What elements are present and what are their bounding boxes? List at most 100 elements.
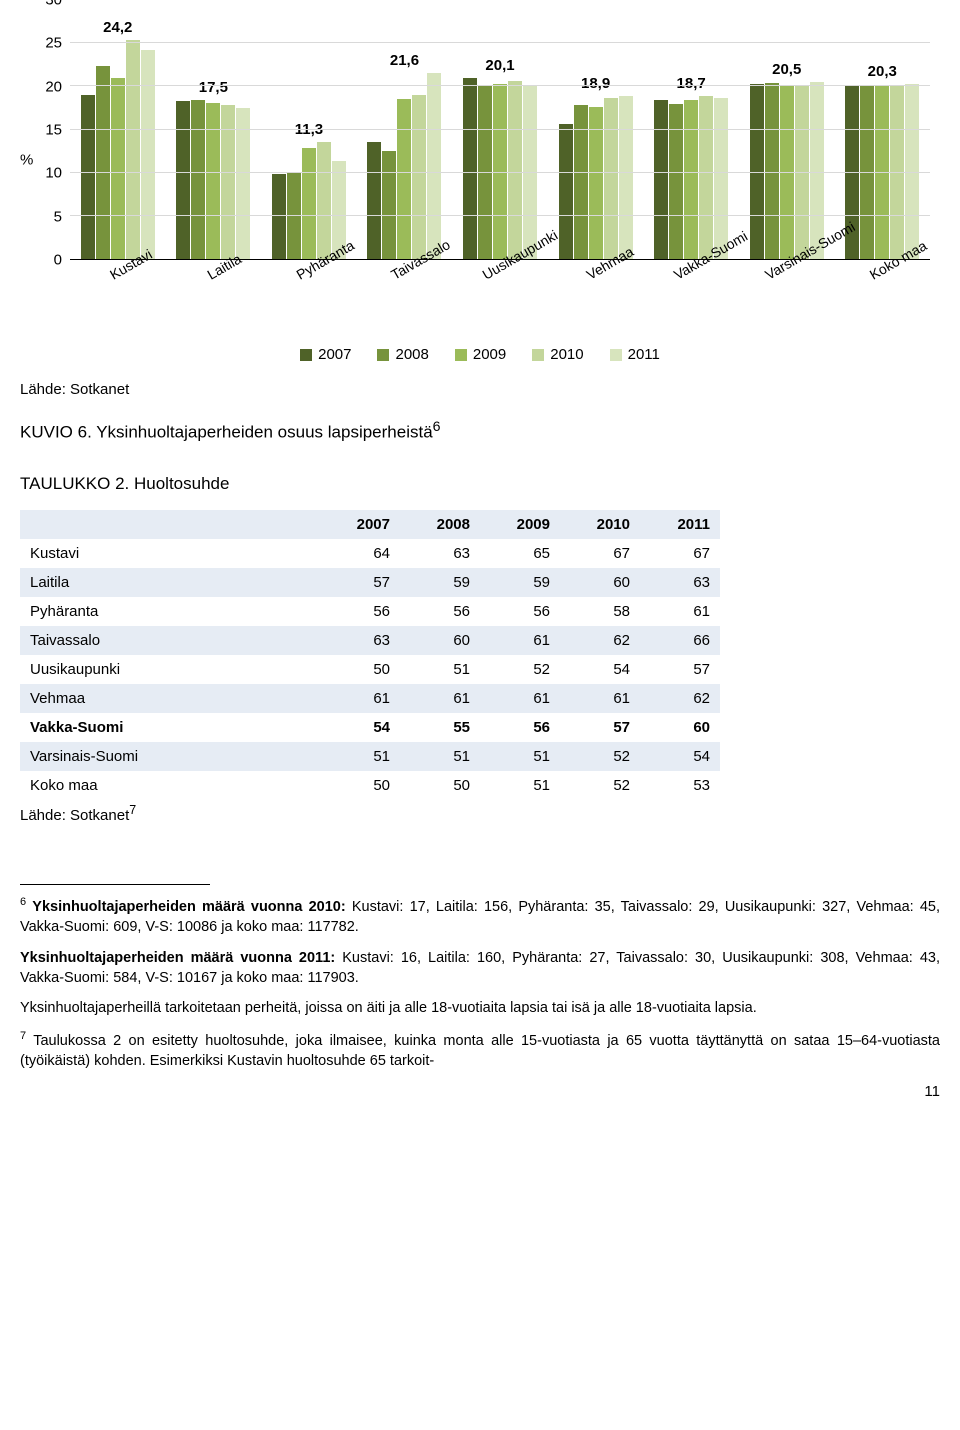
- bar: [176, 101, 190, 259]
- bar-value-label: 11,3: [295, 119, 323, 140]
- legend-swatch: [455, 349, 467, 361]
- table-row-name: Uusikaupunki: [20, 655, 320, 684]
- bar-group: 20,5: [739, 0, 835, 259]
- bar-group: 18,9: [548, 0, 644, 259]
- y-tick-label: 0: [54, 250, 62, 271]
- table-cell: 50: [320, 771, 400, 800]
- bar: [367, 142, 381, 259]
- bar-value-label: 17,5: [199, 77, 228, 98]
- footnote-7: 7 Taulukossa 2 on esitetty huoltosuhde, …: [20, 1029, 940, 1071]
- table-cell: 50: [320, 655, 400, 684]
- table-cell: 65: [480, 539, 560, 568]
- table-cell: 52: [480, 655, 560, 684]
- table-cell: 61: [400, 684, 480, 713]
- bar: [604, 98, 618, 259]
- footnote-6-p2-bold: Yksinhuoltajaperheiden määrä vuonna 2011…: [20, 950, 335, 966]
- bar: [236, 108, 250, 259]
- table-row-name: Varsinais-Suomi: [20, 742, 320, 771]
- table-source-sup: 7: [129, 803, 136, 817]
- table-cell: 63: [400, 539, 480, 568]
- bar: [699, 96, 713, 259]
- table-cell: 63: [640, 568, 720, 597]
- bar: [141, 50, 155, 259]
- bar-value-label: 24,2: [103, 17, 132, 38]
- chart-caption: KUVIO 6. Yksinhuoltajaperheiden osuus la…: [20, 418, 940, 444]
- table-cell: 60: [400, 626, 480, 655]
- bar-value-label: 20,5: [772, 59, 801, 80]
- table-cell: 60: [560, 568, 640, 597]
- bar: [126, 40, 140, 259]
- table-cell: 57: [640, 655, 720, 684]
- legend-label: 2010: [550, 344, 583, 365]
- caption-sup: 6: [433, 419, 441, 435]
- table-cell: 54: [560, 655, 640, 684]
- table-row: Vehmaa6161616162: [20, 684, 720, 713]
- table-row-name: Taivassalo: [20, 626, 320, 655]
- bar: [463, 78, 477, 259]
- legend-swatch: [377, 349, 389, 361]
- table-cell: 61: [320, 684, 400, 713]
- caption-text: Yksinhuoltajaperheiden osuus lapsiperhei…: [96, 423, 432, 442]
- legend-label: 2008: [395, 344, 428, 365]
- table-cell: 55: [400, 713, 480, 742]
- bar-value-label: 20,3: [868, 61, 897, 82]
- y-tick-label: 20: [45, 76, 62, 97]
- bar: [397, 99, 411, 259]
- chart-plot-area: 24,217,511,321,620,118,918,720,520,3: [70, 0, 930, 260]
- table-cell: 61: [480, 684, 560, 713]
- table-row: Taivassalo6360616266: [20, 626, 720, 655]
- table-cell: 61: [560, 684, 640, 713]
- bar: [654, 100, 668, 259]
- footnote-7-text: Taulukossa 2 on esitetty huoltosuhde, jo…: [20, 1032, 940, 1068]
- y-tick-label: 15: [45, 120, 62, 141]
- bar: [317, 142, 331, 259]
- table-row: Uusikaupunki5051525457: [20, 655, 720, 684]
- legend-item: 2007: [300, 344, 351, 365]
- table-cell: 54: [640, 742, 720, 771]
- bar: [191, 100, 205, 259]
- table-title: TAULUKKO 2. Huoltosuhde: [20, 472, 940, 496]
- footnote-6-sup: 6: [20, 896, 26, 908]
- table-cell: 66: [640, 626, 720, 655]
- table-row-name: Koko maa: [20, 771, 320, 800]
- table-cell: 59: [400, 568, 480, 597]
- table-row: Pyhäranta5656565861: [20, 597, 720, 626]
- bar: [272, 174, 286, 259]
- bar: [589, 107, 603, 259]
- bar-group: 18,7: [643, 0, 739, 259]
- table-header-year: 2007: [320, 510, 400, 539]
- table-cell: 51: [320, 742, 400, 771]
- table-header-year: 2010: [560, 510, 640, 539]
- bar-value-label: 20,1: [485, 55, 514, 76]
- table-row: Vakka-Suomi5455565760: [20, 713, 720, 742]
- bar-group: 24,2: [70, 0, 166, 259]
- bar: [508, 81, 522, 259]
- legend-item: 2011: [610, 344, 660, 365]
- table-cell: 67: [640, 539, 720, 568]
- footnote-6-p1-bold: Yksinhuoltajaperheiden määrä vuonna 2010…: [32, 899, 345, 915]
- bar: [412, 95, 426, 259]
- bar: [860, 86, 874, 259]
- x-axis-labels: KustaviLaitilaPyhärantaTaivassaloUusikau…: [70, 262, 930, 320]
- bar: [669, 104, 683, 259]
- y-tick-label: 10: [45, 163, 62, 184]
- bar-group: 17,5: [166, 0, 262, 259]
- y-axis-labels: 051015202530: [20, 0, 66, 260]
- legend-label: 2009: [473, 344, 506, 365]
- table-cell: 54: [320, 713, 400, 742]
- chart-source: Lähde: Sotkanet: [20, 379, 940, 400]
- bar-group: 20,1: [452, 0, 548, 259]
- legend-label: 2007: [318, 344, 351, 365]
- table-cell: 62: [640, 684, 720, 713]
- table-source-text: Lähde: Sotkanet: [20, 807, 129, 824]
- table-header-year: 2008: [400, 510, 480, 539]
- bar: [684, 100, 698, 259]
- table-cell: 51: [480, 771, 560, 800]
- table-row-name: Vakka-Suomi: [20, 713, 320, 742]
- table-cell: 56: [320, 597, 400, 626]
- table-cell: 57: [320, 568, 400, 597]
- page-number: 11: [20, 1081, 940, 1102]
- table-row: Laitila5759596063: [20, 568, 720, 597]
- bar-value-label: 18,9: [581, 73, 610, 94]
- table-cell: 56: [480, 597, 560, 626]
